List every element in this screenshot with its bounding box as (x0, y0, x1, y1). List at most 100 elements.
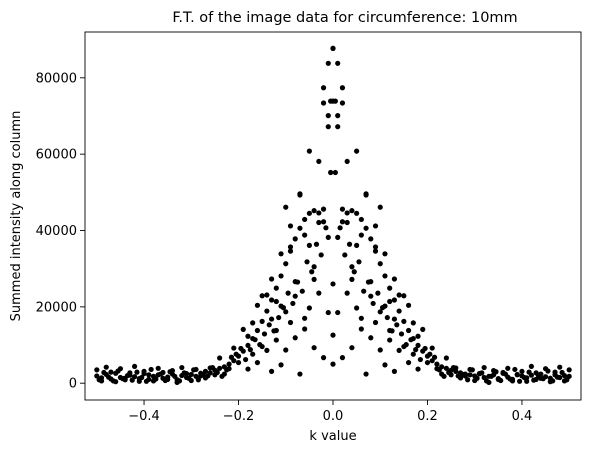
data-point (335, 113, 341, 119)
data-point (467, 372, 473, 378)
y-tick-label: 20000 (36, 300, 77, 315)
data-point (252, 337, 258, 343)
data-point (396, 292, 402, 298)
x-tick-label: 0.4 (512, 409, 533, 424)
data-point (448, 372, 454, 378)
data-point (375, 290, 381, 296)
data-point (172, 373, 178, 379)
data-point (287, 319, 294, 326)
chart-title: F.T. of the image data for circumference… (172, 10, 517, 26)
data-point (372, 319, 379, 326)
data-point (467, 366, 473, 373)
data-point (344, 158, 350, 165)
data-point (391, 316, 398, 322)
data-point (287, 244, 294, 250)
data-point (188, 377, 194, 384)
data-point (160, 369, 166, 376)
data-point (302, 326, 308, 332)
data-point (325, 124, 331, 130)
data-point (547, 379, 553, 385)
data-point (250, 320, 256, 326)
data-point (491, 368, 497, 374)
data-point (311, 208, 317, 214)
data-point (320, 219, 327, 225)
data-point (356, 259, 362, 265)
data-point (292, 236, 298, 242)
data-point (320, 206, 327, 212)
data-point (306, 148, 312, 154)
data-point (316, 219, 322, 226)
data-point (292, 279, 298, 285)
data-point (387, 327, 393, 334)
data-point (391, 276, 398, 282)
data-point (278, 303, 284, 309)
data-point (264, 292, 270, 298)
data-point (387, 337, 393, 343)
data-point (368, 236, 374, 242)
data-point (238, 345, 244, 352)
data-point (559, 369, 565, 376)
data-point (439, 371, 445, 377)
data-point (169, 368, 175, 374)
data-point (500, 369, 506, 376)
data-point (342, 252, 348, 258)
data-point (193, 366, 199, 373)
data-point (382, 273, 388, 279)
data-point (278, 251, 284, 257)
data-point (361, 288, 367, 294)
data-point (528, 363, 535, 370)
data-point (408, 337, 414, 343)
data-point (233, 351, 239, 357)
data-point (320, 100, 327, 106)
data-point (531, 377, 537, 383)
data-point (320, 355, 327, 361)
data-point (495, 376, 501, 382)
plot-frame (84, 31, 582, 401)
data-point (354, 148, 360, 154)
data-point (363, 371, 369, 377)
data-point (368, 293, 374, 299)
data-point (325, 60, 331, 66)
data-point (344, 210, 350, 216)
data-point (358, 216, 364, 223)
data-point (268, 368, 275, 374)
data-point (309, 269, 315, 275)
data-point (129, 377, 135, 383)
data-point (542, 366, 549, 372)
data-point (396, 347, 402, 353)
data-point (516, 378, 523, 384)
data-point (538, 375, 544, 381)
data-point (415, 366, 421, 372)
data-point (476, 371, 483, 377)
data-point (273, 337, 279, 343)
data-point (313, 241, 320, 247)
data-point (382, 362, 388, 368)
y-axis-ticks: 0 20000 40000 60000 80000 (36, 71, 85, 392)
data-point (217, 355, 223, 361)
data-point (405, 327, 412, 334)
data-point (325, 309, 331, 316)
data-point (519, 368, 525, 374)
data-point (339, 355, 346, 361)
data-point (228, 354, 235, 360)
data-point (283, 347, 289, 353)
data-point (217, 365, 223, 371)
data-point (292, 293, 298, 299)
data-point (358, 315, 364, 321)
data-point (410, 320, 416, 326)
data-point (325, 234, 331, 240)
data-point (443, 355, 449, 361)
data-point (245, 366, 251, 372)
data-point (264, 308, 270, 314)
data-point (297, 371, 303, 377)
data-point (401, 343, 407, 350)
data-point (273, 327, 279, 334)
data-point (354, 305, 360, 311)
data-point (139, 374, 145, 381)
data-point (287, 248, 294, 254)
data-point (306, 305, 312, 311)
data-point (337, 225, 343, 231)
data-point (106, 374, 112, 380)
